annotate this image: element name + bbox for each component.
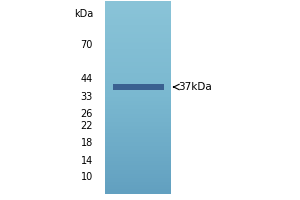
- Text: 37kDa: 37kDa: [178, 82, 212, 92]
- Text: 10: 10: [81, 172, 93, 182]
- Bar: [112, 84, 164, 90]
- Text: 70: 70: [81, 40, 93, 50]
- Text: 33: 33: [81, 92, 93, 102]
- Text: kDa: kDa: [74, 9, 93, 19]
- Text: 26: 26: [81, 109, 93, 119]
- Text: 14: 14: [81, 156, 93, 166]
- Text: 22: 22: [80, 121, 93, 131]
- Text: 18: 18: [81, 138, 93, 148]
- Text: 44: 44: [81, 74, 93, 84]
